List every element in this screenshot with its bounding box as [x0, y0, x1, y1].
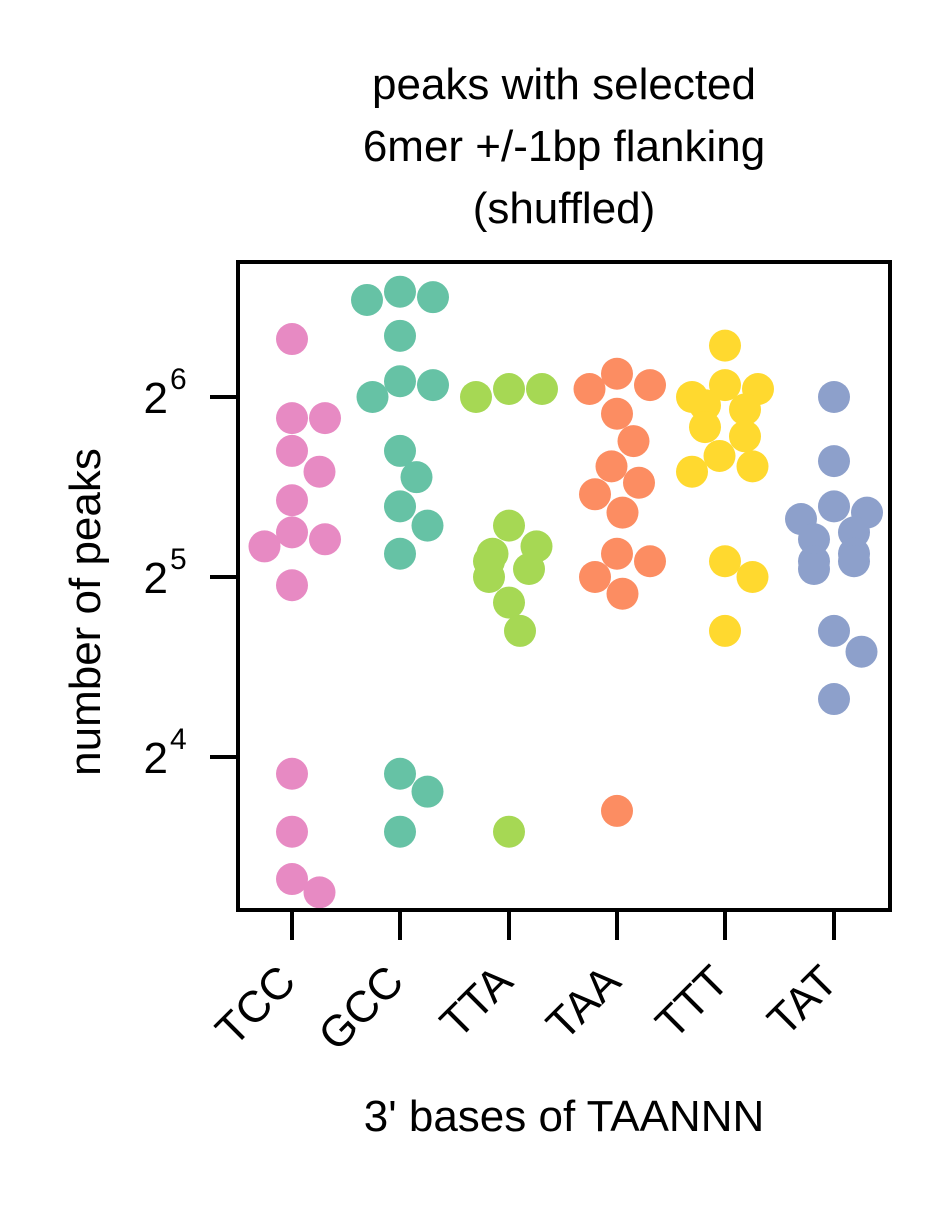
data-point-tta [526, 373, 558, 406]
y-tick-exponent: 5 [170, 543, 187, 576]
data-point-taa [634, 545, 666, 578]
data-point-tat [818, 445, 850, 478]
x-tick-label-tat: TAT [758, 956, 847, 1045]
chart-title-line-2: 6mer +/-1bp flanking [362, 122, 766, 171]
data-point-taa [617, 425, 650, 458]
x-tick-label-taa: TAA [537, 956, 630, 1049]
data-point-ttt [729, 393, 761, 426]
data-point-tta [493, 373, 525, 406]
data-point-taa [573, 373, 606, 406]
data-point-tcc [303, 455, 336, 488]
data-point-gcc [417, 369, 449, 402]
data-point-taa [579, 561, 611, 593]
data-point-tcc [276, 434, 308, 467]
data-point-ttt [703, 439, 736, 472]
data-point-gcc [417, 281, 449, 314]
data-point-gcc [384, 275, 416, 308]
data-point-ttt [709, 329, 741, 362]
data-point-tat [845, 635, 878, 668]
data-point-ttt [736, 450, 769, 483]
data-point-gcc [384, 537, 416, 570]
data-point-tcc [303, 876, 336, 909]
data-point-gcc [384, 434, 416, 467]
data-point-gcc [411, 509, 444, 542]
data-point-ttt [729, 420, 761, 453]
data-point-tcc [276, 863, 308, 896]
data-point-ttt [709, 545, 741, 578]
data-point-tcc [276, 402, 308, 435]
data-point-gcc [400, 461, 433, 494]
data-point-taa [601, 794, 633, 827]
data-point-taa [595, 450, 628, 483]
data-point-tcc [276, 323, 308, 356]
data-point-taa [601, 397, 633, 430]
data-point-tta [504, 614, 536, 647]
data-point-gcc [411, 775, 444, 808]
data-point-tta [493, 509, 525, 542]
data-points [248, 275, 883, 909]
data-point-gcc [384, 490, 416, 523]
y-tick-label: 2 [144, 734, 168, 783]
data-point-tat [838, 545, 870, 578]
data-point-taa [634, 369, 666, 402]
data-point-tcc [276, 815, 308, 848]
data-point-tta [460, 381, 492, 413]
data-point-tat [798, 553, 830, 586]
y-tick-label: 2 [144, 374, 168, 423]
data-point-tat [818, 614, 850, 647]
data-point-ttt [736, 561, 769, 593]
data-point-tat [818, 381, 850, 413]
data-point-gcc [351, 283, 383, 316]
data-point-ttt [709, 614, 741, 647]
x-tick-label-tcc: TCC [206, 956, 305, 1055]
data-point-tta [493, 586, 525, 619]
y-tick-label: 2 [144, 554, 168, 603]
data-point-tcc [276, 757, 308, 790]
data-point-tcc [276, 516, 308, 549]
data-point-taa [606, 577, 639, 610]
data-point-gcc [384, 757, 416, 790]
data-point-tcc [309, 402, 341, 435]
data-point-tat [818, 490, 850, 523]
data-point-gcc [384, 319, 416, 352]
y-tick-exponent: 4 [170, 723, 187, 756]
data-point-tta [513, 553, 545, 586]
data-point-tta [473, 561, 505, 593]
x-tick-label-gcc: GCC [309, 956, 413, 1060]
data-point-tat [798, 523, 830, 556]
data-point-tcc [248, 530, 281, 563]
x-axis-label: 3' bases of TAANNN [363, 1092, 765, 1141]
y-tick-exponent: 6 [170, 363, 187, 396]
data-point-taa [579, 478, 611, 511]
data-point-tta [493, 815, 525, 848]
x-tick-label-tta: TTA [431, 956, 523, 1048]
data-point-tcc [276, 569, 308, 602]
data-point-gcc [356, 381, 389, 413]
data-point-tcc [309, 523, 341, 556]
data-point-taa [623, 466, 655, 499]
plot-frame [236, 260, 892, 912]
chart-title-line-3: (shuffled) [472, 184, 656, 233]
data-point-tcc [276, 484, 308, 517]
data-point-ttt [689, 411, 721, 444]
data-point-gcc [384, 815, 416, 848]
data-point-ttt [676, 455, 708, 488]
data-point-tat [818, 683, 850, 716]
data-point-taa [606, 496, 639, 529]
chart-title-line-1: peaks with selected [372, 60, 756, 109]
data-point-gcc [384, 365, 416, 398]
x-tick-label-ttt: TTT [646, 956, 738, 1048]
data-point-taa [601, 537, 633, 570]
data-point-taa [601, 357, 633, 390]
data-point-ttt [709, 369, 741, 402]
